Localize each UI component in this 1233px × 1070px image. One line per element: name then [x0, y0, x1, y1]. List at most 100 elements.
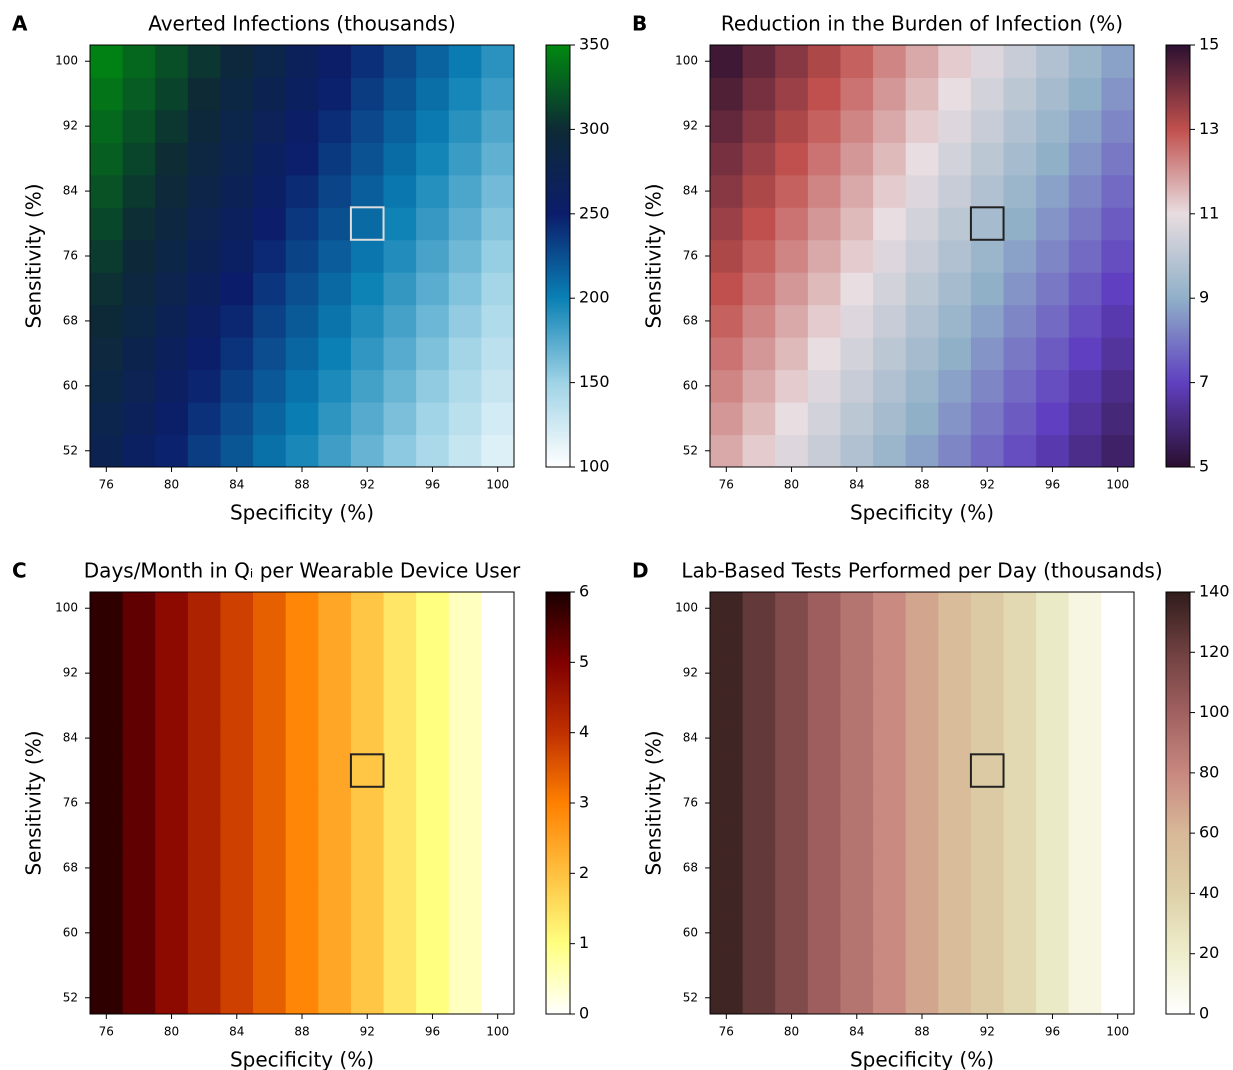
heatmap-cell	[710, 207, 744, 241]
heatmap-cell	[448, 272, 482, 306]
heatmap-cell	[873, 45, 907, 78]
heatmap-cell	[285, 174, 319, 208]
heatmap-cell	[253, 884, 287, 918]
heatmap-cell	[155, 592, 189, 625]
heatmap-cell	[710, 369, 744, 403]
heatmap-cell	[775, 272, 809, 306]
heatmap-cell	[155, 434, 189, 468]
colorbar-tick-label: 13	[1199, 119, 1219, 138]
y-tick-label: 100	[675, 601, 698, 615]
heatmap-cell	[1003, 884, 1037, 918]
y-tick-label: 68	[63, 860, 78, 874]
heatmap-cell	[710, 239, 744, 273]
heatmap-cell	[710, 272, 744, 306]
heatmap-cell	[90, 337, 124, 371]
y-tick-label: 84	[683, 184, 698, 198]
heatmap-cell	[905, 142, 939, 176]
heatmap-cell	[448, 819, 482, 853]
heatmap-cell	[775, 592, 809, 625]
heatmap-cell	[742, 239, 776, 273]
heatmap-cell	[481, 851, 515, 885]
y-axis-label: Sensitivity (%)	[642, 183, 666, 328]
heatmap-cell	[775, 45, 809, 78]
heatmap-cell	[840, 402, 874, 436]
heatmap-cell	[253, 754, 287, 788]
heatmap-cell	[448, 402, 482, 436]
heatmap-cell	[840, 819, 874, 853]
heatmap-cell	[350, 272, 385, 306]
heatmap-cell	[318, 109, 352, 143]
heatmap-cell	[318, 45, 352, 78]
heatmap-cell	[155, 239, 189, 273]
heatmap-cell	[285, 721, 319, 755]
heatmap-cell	[840, 592, 874, 625]
heatmap-cell	[448, 304, 482, 338]
heatmap-cell	[187, 45, 221, 78]
heatmap-cell	[970, 434, 1005, 468]
heatmap-cell	[318, 981, 352, 1015]
heatmap-cell	[448, 916, 482, 950]
heatmap-cell	[970, 721, 1005, 755]
heatmap-cell	[807, 981, 841, 1015]
heatmap-cell	[350, 754, 385, 788]
heatmap-cell	[710, 304, 744, 338]
heatmap-cell	[1068, 851, 1102, 885]
y-tick-label: 60	[683, 925, 698, 939]
heatmap-cell	[220, 916, 254, 950]
heatmap-cell	[122, 754, 156, 788]
heatmap-cell	[775, 369, 809, 403]
heatmap-cell	[1101, 239, 1135, 273]
heatmap-cell	[775, 819, 809, 853]
heatmap-cell	[807, 819, 841, 853]
heatmap-cell	[187, 916, 221, 950]
heatmap-cell	[938, 981, 972, 1015]
heatmap-cell	[285, 142, 319, 176]
heatmap-cell	[90, 689, 124, 723]
heatmap-cell	[90, 304, 124, 338]
heatmap-cell	[285, 109, 319, 143]
heatmap-cell	[187, 884, 221, 918]
heatmap-cell	[742, 337, 776, 371]
heatmap-cell	[285, 656, 319, 690]
heatmap-cell	[481, 689, 515, 723]
heatmap-cell	[905, 819, 939, 853]
heatmap-cell	[416, 656, 450, 690]
heatmap-cell	[220, 174, 254, 208]
heatmap-cell	[350, 402, 385, 436]
heatmap-cell	[807, 434, 841, 468]
x-tick-label: 92	[360, 478, 375, 492]
heatmap-cell	[905, 45, 939, 78]
heatmap-cell	[122, 304, 156, 338]
heatmap-cell	[1036, 884, 1070, 918]
heatmap-cell	[840, 624, 874, 658]
heatmap-cell	[383, 272, 417, 306]
heatmap-cell	[285, 949, 319, 983]
heatmap-cell	[1036, 819, 1070, 853]
heatmap-cell	[905, 304, 939, 338]
colorbar-tick-label: 300	[579, 119, 610, 138]
heatmap-cell	[122, 77, 156, 111]
colorbar	[1165, 591, 1191, 1015]
heatmap-cell	[220, 109, 254, 143]
heatmap-cell	[383, 851, 417, 885]
heatmap-cell	[938, 754, 972, 788]
heatmap-cell	[807, 656, 841, 690]
heatmap-cell	[350, 77, 385, 111]
heatmap-cell	[90, 434, 124, 468]
heatmap-cell	[155, 142, 189, 176]
heatmap-cell	[318, 754, 352, 788]
heatmap-cell	[1101, 592, 1135, 625]
heatmap-cell	[220, 819, 254, 853]
heatmap-cell	[840, 45, 874, 78]
heatmap-cell	[448, 45, 482, 78]
heatmap-cell	[253, 916, 287, 950]
heatmap-cell	[742, 272, 776, 306]
heatmap-cell	[318, 369, 352, 403]
heatmap-cell	[285, 819, 319, 853]
heatmap-cell	[383, 689, 417, 723]
x-axis-label: Specificity (%)	[850, 1048, 994, 1070]
heatmap-cell	[905, 402, 939, 436]
heatmap-cell	[710, 981, 744, 1015]
heatmap-cell	[90, 624, 124, 658]
heatmap-cell	[775, 337, 809, 371]
